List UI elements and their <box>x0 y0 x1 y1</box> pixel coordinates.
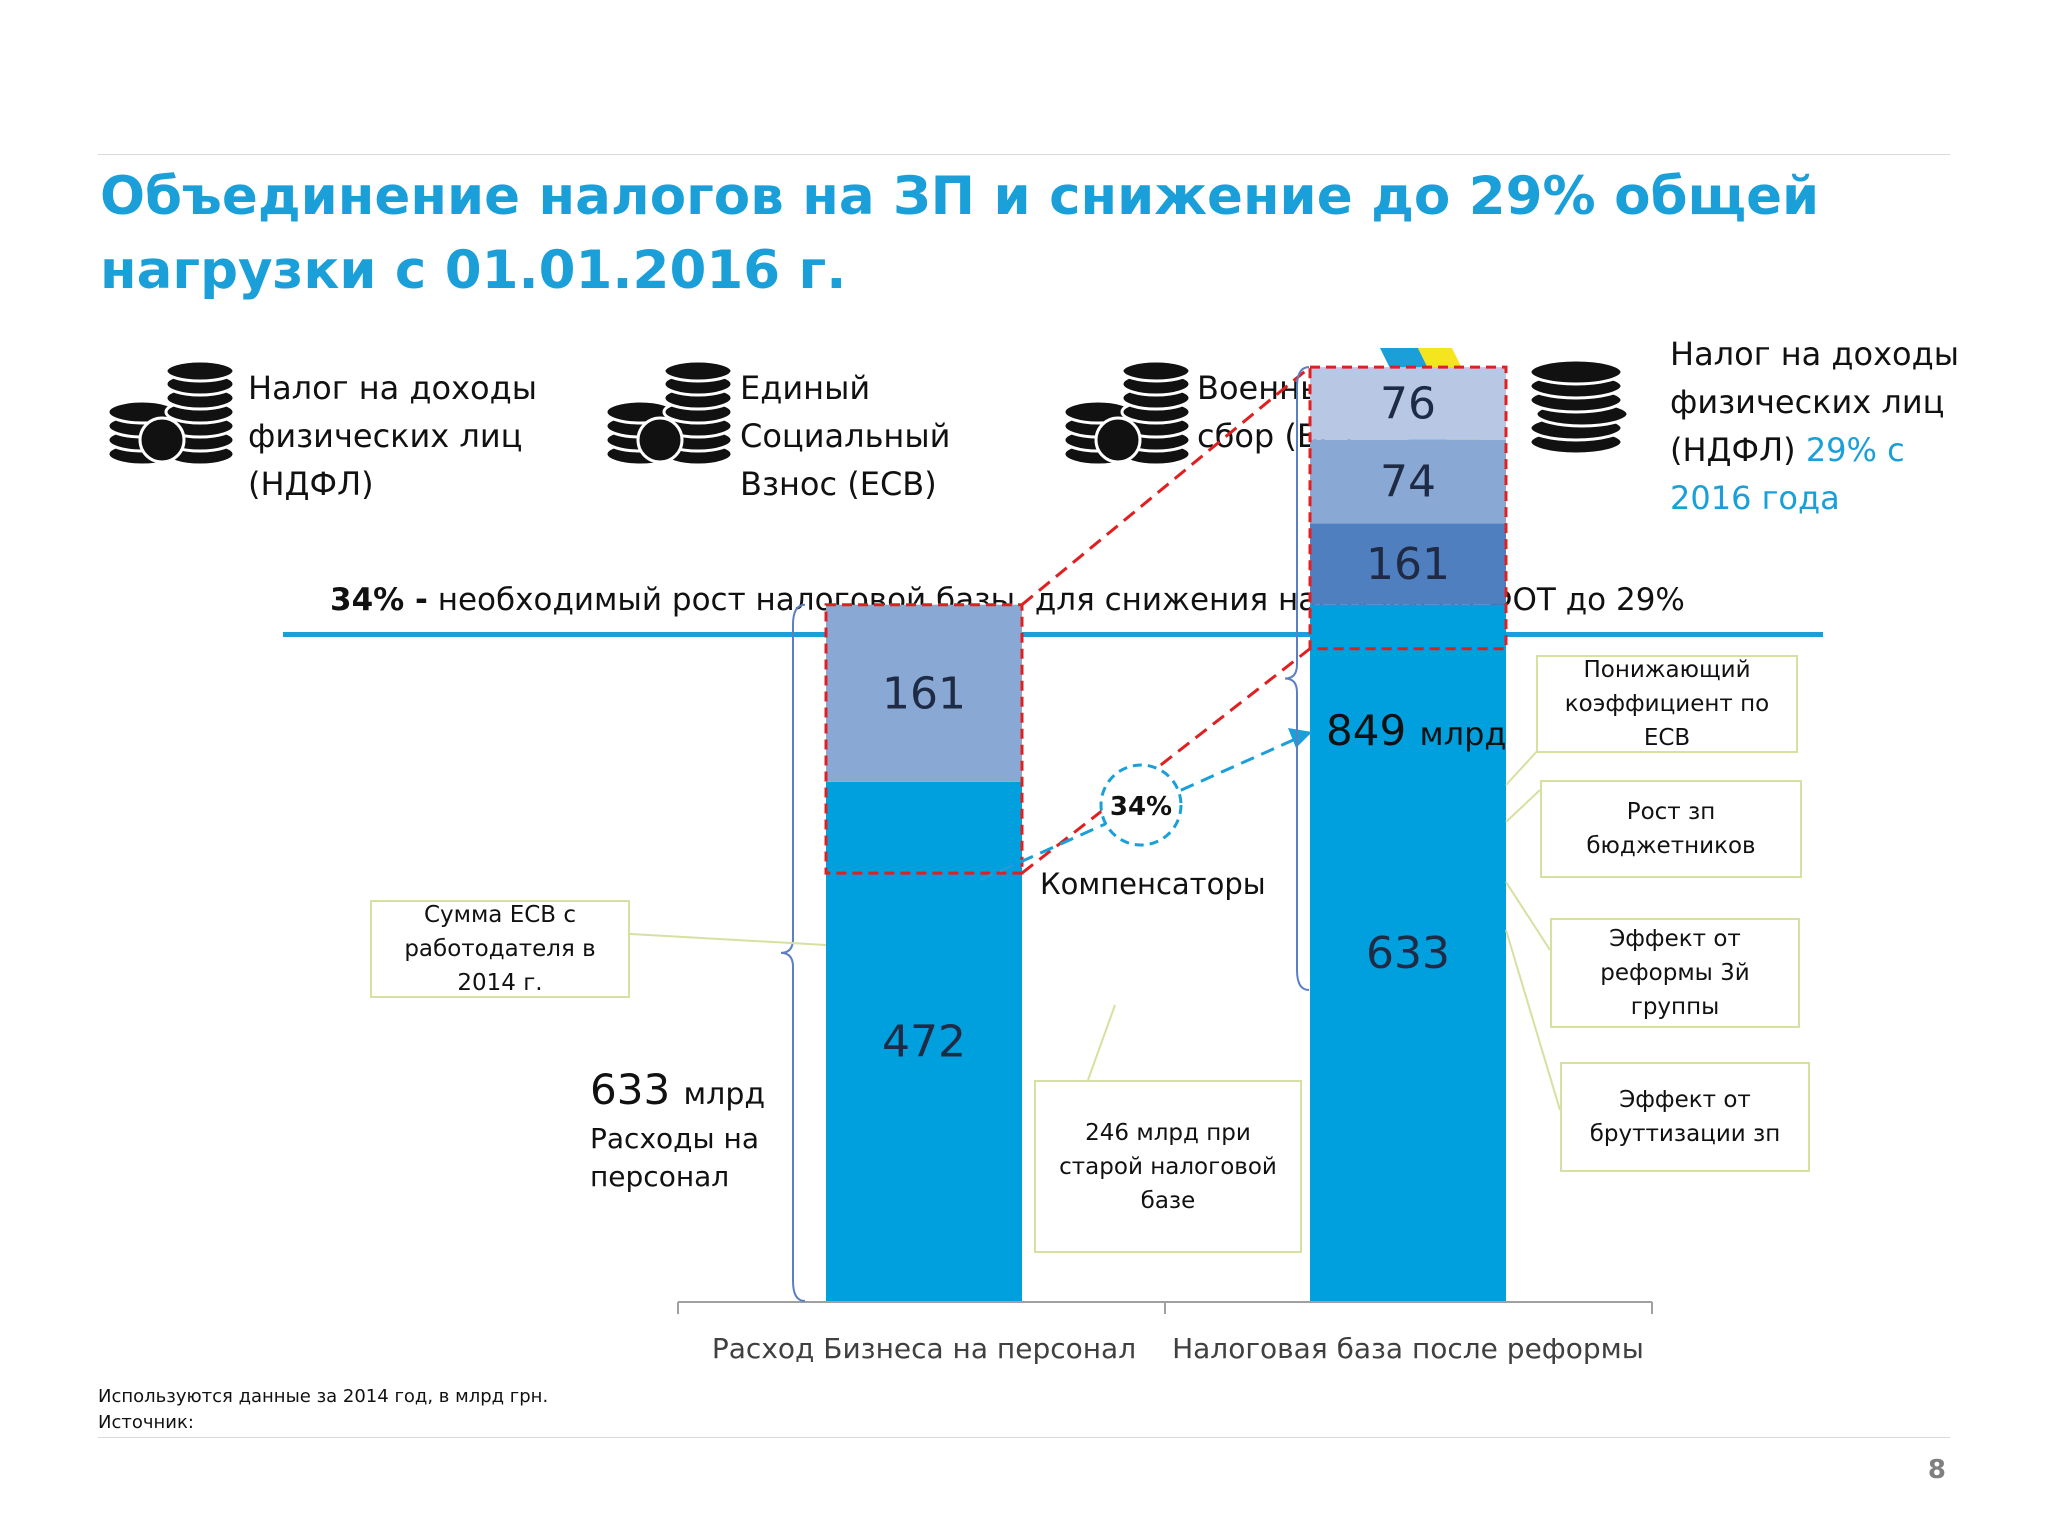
footnote-data: Используются данные за 2014 год, в млрд … <box>98 1386 549 1407</box>
subtitle-bold: 34% - <box>330 582 428 618</box>
callout-leader <box>629 933 827 946</box>
bar-segment <box>826 604 1022 782</box>
callout-leader <box>1505 747 1541 786</box>
coins-icon <box>604 360 734 467</box>
bar-value-label: 76 <box>1380 378 1436 429</box>
callout-esv-coefficient: Понижающий коэффициент по ЕСВ <box>1536 655 1798 753</box>
x-tick-label: Налоговая база после реформы <box>1172 1332 1644 1365</box>
page-number: 8 <box>1927 1455 1946 1485</box>
subtitle-underline <box>283 632 1823 637</box>
tax-label-ndfl: Налог на доходы физических лиц (НДФЛ) <box>248 369 537 503</box>
callout-gross-salary: Эффект от бруттизации зп <box>1560 1062 1810 1172</box>
bar-segment <box>1310 523 1506 605</box>
total-left-label: 633 млрд <box>590 1065 765 1114</box>
bar-value-label: 74 <box>1380 457 1436 508</box>
bottom-divider <box>98 1437 1950 1438</box>
dashed-connector-top <box>1021 365 1311 606</box>
coins-icon <box>106 360 236 467</box>
brace-left <box>780 603 806 1302</box>
bar-segment <box>1310 604 1506 1301</box>
callout-leader <box>1505 881 1551 951</box>
callout-leader <box>1505 789 1541 823</box>
bar-value-label: 161 <box>882 668 966 719</box>
bar-segment <box>1310 367 1506 440</box>
coins-icon <box>1062 360 1192 467</box>
dashed-box-esv <box>824 603 1024 875</box>
callout-leader <box>1087 1004 1116 1081</box>
x-tick-label: Расход Бизнеса на персонал <box>712 1332 1136 1365</box>
bar-segment <box>1310 439 1506 524</box>
callout-old-tax-base: 246 млрд при старой налоговой базе <box>1034 1080 1302 1253</box>
dashed-box-compensators <box>1308 365 1508 651</box>
compensators-label: Компенсаторы <box>1040 867 1266 901</box>
growth-circle <box>1099 763 1183 847</box>
result-label: Налог на доходы физических лиц (НДФЛ) 29… <box>1670 330 1990 522</box>
growth-percent-label: 34% <box>1110 792 1172 822</box>
tax-label-esv: Единый Социальный Взнос (ЕСВ) <box>740 369 951 503</box>
dashed-connector-bottom <box>1021 647 1311 875</box>
growth-arrowhead-icon <box>1288 728 1312 748</box>
footnote-source: Источник: <box>98 1412 194 1433</box>
callout-group3-reform: Эффект от реформы 3й группы <box>1550 918 1800 1028</box>
result-tax-name: Налог на доходы физических лиц (НДФЛ) <box>1670 335 1959 469</box>
top-divider <box>98 154 1950 155</box>
total-left-caption: Расходы на <box>590 1122 759 1155</box>
growth-arrow <box>979 735 1301 882</box>
coin-stack-icon <box>1528 358 1630 456</box>
bar-segment <box>826 781 1022 1301</box>
bar-value-label: 633 <box>1366 928 1450 979</box>
page-title: Объединение налогов на ЗП и снижение до … <box>100 166 1820 301</box>
callout-leader <box>1505 929 1561 1111</box>
total-right-label: 849 млрд <box>1326 706 1507 755</box>
total-left-caption: персонал <box>590 1160 729 1193</box>
bar-value-label: 161 <box>1366 539 1450 590</box>
callout-public-salary: Рост зп бюджетников <box>1540 780 1802 878</box>
callout-esv-employer: Сумма ЕСВ с работодателя в 2014 г. <box>370 900 630 998</box>
result-accent: 29% с 2016 года <box>1670 431 1905 517</box>
bar-value-label: 472 <box>882 1016 966 1067</box>
brace-right <box>1284 366 1310 991</box>
